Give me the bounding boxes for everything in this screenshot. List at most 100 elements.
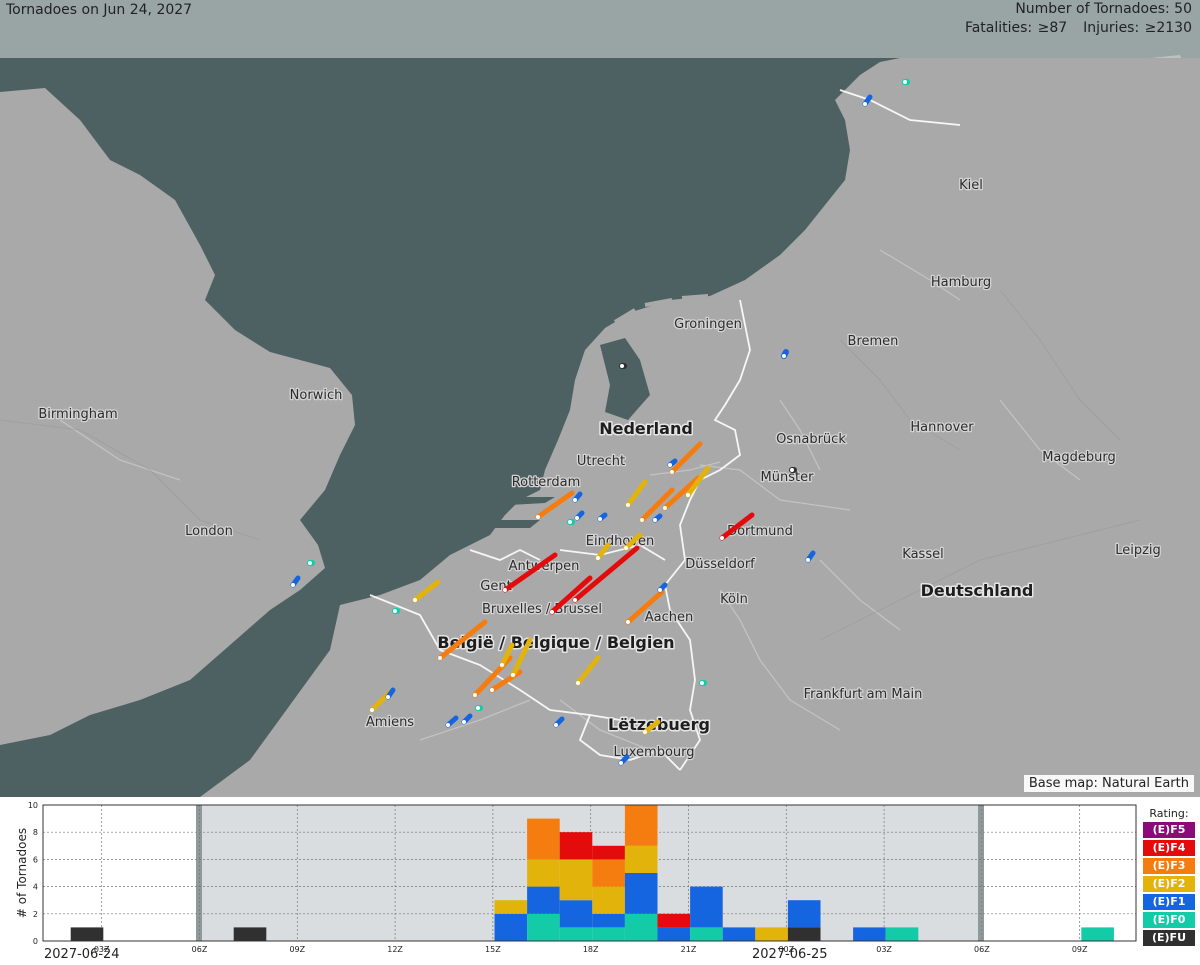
legend-item: (E)F2 [1143, 876, 1195, 892]
tornado-track[interactable] [625, 589, 665, 625]
city-label: Luxembourg [613, 745, 694, 760]
tornado-track[interactable] [412, 579, 441, 603]
tornado-track[interactable] [639, 487, 675, 523]
bar-segment [527, 859, 560, 887]
bar-segment [70, 927, 104, 941]
track-start-point [575, 516, 579, 520]
x-ticks: 03Z 06Z 09Z 12Z 15Z 18Z 21Z 00Z 03Z 06Z 09Z [94, 945, 1088, 954]
x-tick-label: 03Z [876, 945, 892, 954]
base-map[interactable]: Nederland België / Belgique / Belgien De… [0, 0, 1200, 797]
y-tick-label: 4 [33, 883, 38, 892]
city-label: Kassel [902, 547, 943, 562]
tornado-track[interactable] [549, 575, 593, 615]
bar-segment [233, 927, 267, 941]
island [1130, 55, 1195, 95]
tornado-track[interactable] [685, 465, 711, 498]
bar-segment [787, 900, 821, 928]
map-area[interactable]: Nederland België / Belgique / Belgien De… [0, 0, 1200, 797]
track-start-point [511, 673, 515, 677]
injuries: Injuries: ≥2130 [1083, 20, 1192, 36]
legend-item: (E)F5 [1143, 822, 1195, 838]
track-start-point [536, 515, 540, 519]
track-start-point [554, 723, 558, 727]
tornado-track[interactable] [642, 719, 661, 735]
track-start-point [670, 470, 674, 474]
track-start-point [640, 518, 644, 522]
x-tick-label: 06Z [974, 945, 990, 954]
tornado-track[interactable] [510, 637, 533, 678]
city-label: Utrecht [577, 454, 625, 469]
y-tick-label: 6 [33, 855, 38, 864]
bar-segment [722, 927, 756, 941]
tornado-track[interactable] [499, 642, 515, 668]
bar-segment [624, 805, 658, 846]
tornado-track[interactable] [595, 542, 611, 561]
city-label: Hannover [910, 420, 974, 435]
tornado-track[interactable] [623, 532, 643, 551]
tornado-track[interactable] [535, 490, 575, 520]
track-start-point [568, 520, 572, 524]
bar-segment [592, 886, 625, 914]
bar-segment [559, 832, 593, 860]
land-continent [200, 58, 1200, 797]
track-start-point [903, 80, 907, 84]
x-tick-label: 00Z [778, 945, 794, 954]
rivers [59, 249, 1081, 751]
track-start-point [620, 364, 624, 368]
bar-segment [657, 913, 691, 928]
track-start-point [393, 609, 397, 613]
country-label: Lëtzebuerg [608, 715, 710, 734]
island [1050, 80, 1160, 140]
bar-segment [624, 873, 658, 914]
x-tick-label: 06Z [192, 945, 208, 954]
bars [70, 805, 1114, 941]
dawn-marker [978, 805, 984, 941]
tornado-tracks[interactable] [290, 79, 910, 766]
bar-segment [624, 913, 658, 941]
legend-item: (E)F0 [1143, 912, 1195, 928]
tornado-track[interactable] [575, 655, 601, 686]
city-label: Münster [761, 470, 815, 485]
tornado-track[interactable] [719, 512, 755, 541]
country-label: België / Belgique / Belgien [437, 633, 674, 652]
bar-segment [559, 927, 593, 941]
tornado-track[interactable] [572, 545, 640, 603]
track-start-point [658, 588, 662, 592]
borders [369, 89, 961, 771]
track-start-point [686, 493, 690, 497]
track-start-point [550, 610, 554, 614]
roads [0, 289, 1141, 641]
city-label: Leipzig [1115, 543, 1161, 558]
bar-segment [755, 927, 788, 941]
date-label-2: 2027-06-25 [752, 947, 828, 962]
island [960, 62, 1030, 100]
rating-legend: Rating: (E)F5 (E)F4 (E)F3 (E)F2 (E)F1 (E)F0 (E… [1143, 807, 1195, 948]
city-label: Osnabrück [776, 432, 846, 447]
tornado-track[interactable] [502, 552, 558, 593]
city-label: Amiens [366, 715, 414, 730]
tornado-track[interactable] [662, 475, 701, 511]
city-label: Norwich [290, 388, 343, 403]
x-tick-label: 18Z [583, 945, 599, 954]
bar-segment [1081, 927, 1114, 941]
dusk-marker [196, 805, 202, 941]
legend-item: (E)F1 [1143, 894, 1195, 910]
track-start-point [663, 506, 667, 510]
tornado-track[interactable] [625, 479, 648, 508]
track-start-point [490, 688, 494, 692]
x-tick-label: 12Z [387, 945, 403, 954]
x-tick-label: 09Z [1072, 945, 1088, 954]
y-tick-label: 8 [33, 828, 38, 837]
city-label: Hamburg [931, 275, 991, 290]
track-start-point [476, 706, 480, 710]
fatalities: Fatalities: ≥87 [964, 20, 1068, 36]
city-label: Rotterdam [512, 475, 581, 490]
track-start-point [438, 656, 442, 660]
track-start-point [576, 681, 580, 685]
city-labels: Birmingham Norwich London Amiens Rotterd… [37, 177, 1162, 762]
tornado-track[interactable] [669, 441, 703, 475]
legend-title: Rating: [1149, 807, 1189, 820]
city-label: Magdeburg [1042, 450, 1116, 465]
tornado-track[interactable] [437, 619, 488, 661]
wadden-islands [613, 294, 709, 324]
